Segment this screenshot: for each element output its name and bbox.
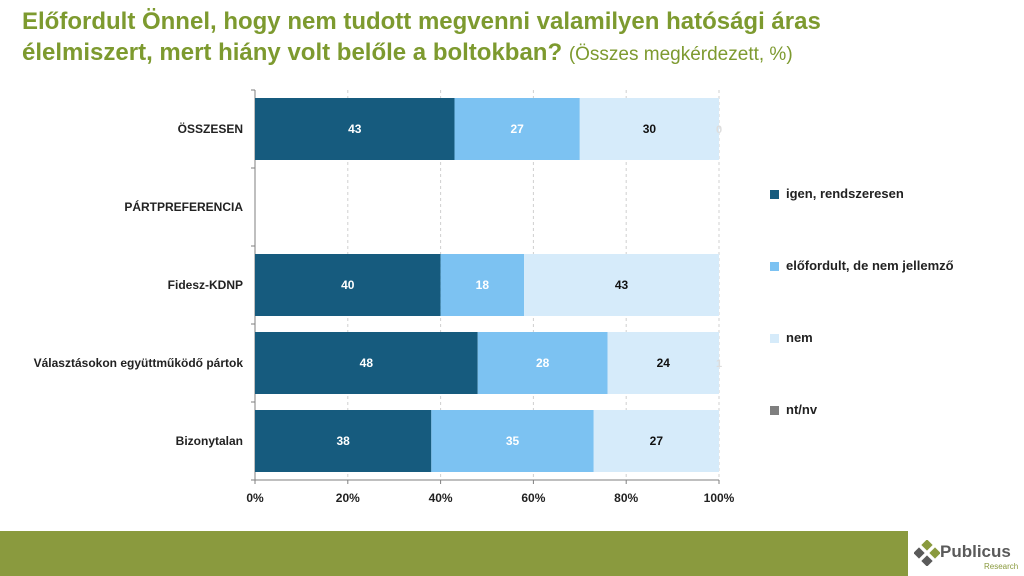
logo-sub: Research <box>984 562 1019 571</box>
chart-title: Előfordult Önnel, hogy nem tudott megven… <box>22 6 1002 70</box>
category-label: Fidesz-KDNP <box>168 278 243 292</box>
data-label: 48 <box>360 356 374 370</box>
legend-item-nem: nem <box>770 330 1010 348</box>
bar-segment <box>607 332 719 394</box>
legend-item-igen: igen, rendszeresen <box>770 186 1010 204</box>
legend-label-elofordult: előfordult, de nem jellemző <box>786 258 954 273</box>
data-label: 35 <box>506 434 520 448</box>
title-line-1: Előfordult Önnel, hogy nem tudott megven… <box>22 8 821 35</box>
bar-segment <box>255 410 432 472</box>
data-label: 24 <box>657 356 671 370</box>
bar-segment <box>524 254 719 316</box>
data-label: 43 <box>348 122 362 136</box>
legend-swatch-igen <box>770 190 779 199</box>
bar-segment <box>431 410 594 472</box>
legend-label-ntnv: nt/nv <box>786 402 818 417</box>
data-label: 38 <box>336 434 350 448</box>
legend-item-ntnv: nt/nv <box>770 402 1010 420</box>
category-label: ÖSSZESEN <box>178 121 243 136</box>
data-label: 18 <box>476 278 490 292</box>
data-label: 30 <box>643 122 657 136</box>
x-tick-label: 40% <box>429 491 453 505</box>
data-label: 1 <box>716 358 722 370</box>
bar-segment <box>440 254 525 316</box>
category-label: Bizonytalan <box>176 434 243 448</box>
data-label: 27 <box>510 122 524 136</box>
footer-bar <box>0 531 908 576</box>
title-line-2: élelmiszert, mert hiány volt belőle a bo… <box>22 39 563 66</box>
legend-item-elofordult: előfordult, de nem jellemző <box>770 258 1010 276</box>
data-label: 40 <box>341 278 355 292</box>
data-label: 43 <box>615 278 629 292</box>
x-tick-label: 20% <box>336 491 360 505</box>
data-label: 27 <box>650 434 664 448</box>
stacked-bar-chart: 0% 20% 40% 60% 80% 100% ÖSSZESEN 43 27 30 0 PÁRTPRE… <box>34 89 735 505</box>
publicus-logo: Publicus Research <box>912 531 1024 576</box>
bar-segment <box>454 98 580 160</box>
x-tick-label: 0% <box>246 491 264 505</box>
bar-segment <box>477 332 608 394</box>
category-label: PÁRTPREFERENCIA <box>124 199 243 214</box>
legend-label-nem: nem <box>786 330 813 345</box>
bar-segment <box>255 254 441 316</box>
bar-segment <box>255 332 478 394</box>
x-tick-label: 100% <box>704 491 735 505</box>
bar-segment <box>255 98 455 160</box>
logo-name: Publicus <box>940 542 1011 561</box>
chart-subtitle: (Összes megkérdezett, %) <box>568 44 793 65</box>
x-tick-label: 60% <box>521 491 545 505</box>
legend-swatch-nem <box>770 334 779 343</box>
legend-swatch-elofordult <box>770 262 779 271</box>
data-label: 28 <box>536 356 550 370</box>
data-label: 0 <box>716 124 722 136</box>
legend-swatch-ntnv <box>770 406 779 415</box>
bar-segment <box>579 98 719 160</box>
bar-segment <box>593 410 719 472</box>
legend-label-igen: igen, rendszeresen <box>786 186 904 201</box>
logo-mark-icon <box>914 540 940 566</box>
category-label: Választásokon együttműködő pártok <box>34 356 244 370</box>
x-tick-label: 80% <box>614 491 638 505</box>
